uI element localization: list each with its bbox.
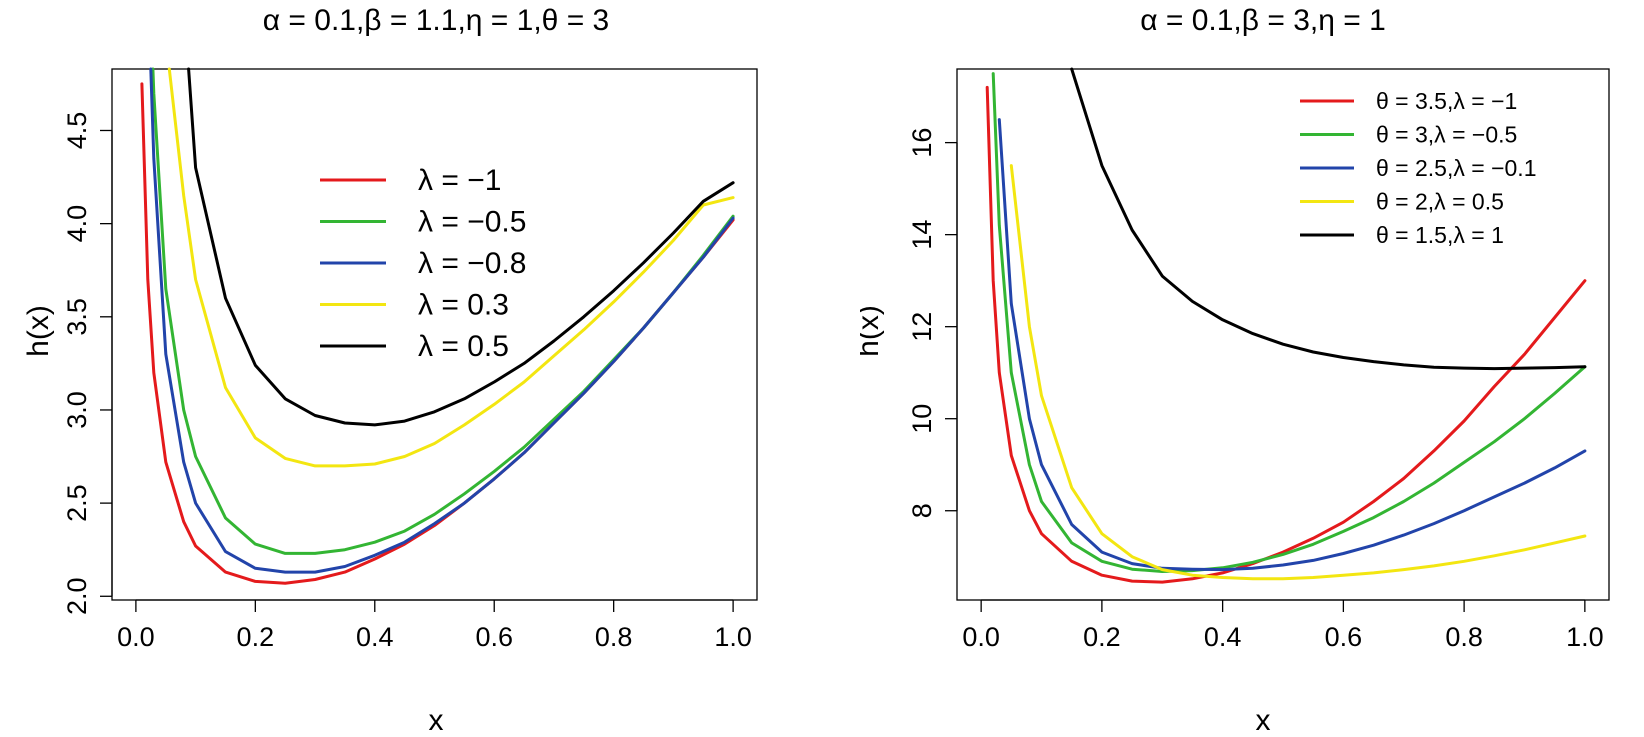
right-legend-label-5: θ = 1.5,λ = 1: [1376, 222, 1504, 248]
right-y-tick-label: 10: [907, 404, 937, 434]
left-legend-label-4: λ = 0.3: [418, 289, 509, 322]
left-legend-label-1: λ = −1: [418, 164, 501, 197]
right-legend-label-1: θ = 3.5,λ = −1: [1376, 88, 1517, 114]
right-series-line-3: [997, 118, 1587, 572]
right-y-tick-label: 14: [907, 220, 937, 250]
chart-right-title: α = 0.1,β = 3,η = 1: [1140, 4, 1386, 37]
right-series-line-4: [1009, 164, 1587, 581]
chart-left: α = 0.1,β = 1.1,η = 1,θ = 3 h(x) x 0.0 0.…: [22, 4, 758, 737]
right-legend-label-3: θ = 2.5,λ = −0.1: [1376, 155, 1536, 181]
chart-left-ylabel: h(x): [22, 305, 55, 357]
left-x-tick-label: 0.0: [117, 622, 155, 652]
left-x-tick-label: 0.6: [475, 622, 513, 652]
chart-left-legend: λ = −1 λ = −0.5 λ = −0.8 λ = 0.3 λ = 0.5: [320, 164, 526, 363]
right-x-tick-label: 0.4: [1204, 622, 1242, 652]
left-x-tick-label: 0.2: [237, 622, 275, 652]
right-x-tick-label: 0.2: [1083, 622, 1121, 652]
right-legend-label-4: θ = 2,λ = 0.5: [1376, 189, 1504, 215]
left-y-tick-label: 2.0: [62, 578, 92, 616]
chart-right: α = 0.1,β = 3,η = 1 h(x) x 0.0 0.2 0.4 0.6 0…: [860, 4, 1610, 737]
left-x-tick-label: 0.4: [356, 622, 394, 652]
chart-right-xlabel: x: [1256, 704, 1271, 737]
left-y-tick-label: 4.0: [62, 205, 92, 243]
left-series-line-5: [187, 67, 735, 427]
left-x-tick-label: 0.8: [595, 622, 633, 652]
left-y-tick-label: 3.0: [62, 391, 92, 429]
right-y-tick-label: 8: [907, 503, 937, 518]
right-series-line-2: [991, 72, 1587, 573]
chart-left-xlabel: x: [429, 704, 444, 737]
left-legend-label-3: λ = −0.8: [418, 247, 526, 280]
right-legend-label-2: θ = 3,λ = −0.5: [1376, 122, 1517, 148]
chart-left-axes: 0.0 0.2 0.4 0.6 0.8 1.0 2.0 2.5 3.0 3.5 4.0 4.5: [62, 112, 752, 652]
left-x-tick-label: 1.0: [714, 622, 752, 652]
left-y-tick-label: 4.5: [62, 112, 92, 150]
left-series-line-3: [149, 67, 735, 574]
right-x-tick-label: 0.6: [1325, 622, 1363, 652]
chart-right-legend: θ = 3.5,λ = −1 θ = 3,λ = −0.5 θ = 2.5,λ = …: [1300, 88, 1536, 248]
chart-left-curves: [140, 67, 735, 585]
right-x-tick-label: 0.0: [962, 622, 1000, 652]
right-series-line-5: [1070, 67, 1587, 371]
left-legend-label-5: λ = 0.5: [418, 330, 509, 363]
left-y-tick-label: 3.5: [62, 298, 92, 336]
chart-left-title: α = 0.1,β = 1.1,η = 1,θ = 3: [263, 4, 610, 37]
right-y-tick-label: 16: [907, 128, 937, 158]
left-series-line-4: [167, 67, 735, 468]
chart-right-axes: 0.0 0.2 0.4 0.6 0.8 1.0 8 10 12 14 16: [907, 128, 1604, 652]
right-y-tick-label: 12: [907, 312, 937, 342]
left-legend-label-2: λ = −0.5: [418, 206, 526, 239]
right-x-tick-label: 0.8: [1445, 622, 1483, 652]
chart-right-curves: [985, 67, 1587, 584]
chart-right-ylabel: h(x): [860, 305, 885, 357]
right-x-tick-label: 1.0: [1566, 622, 1604, 652]
left-y-tick-label: 2.5: [62, 484, 92, 522]
